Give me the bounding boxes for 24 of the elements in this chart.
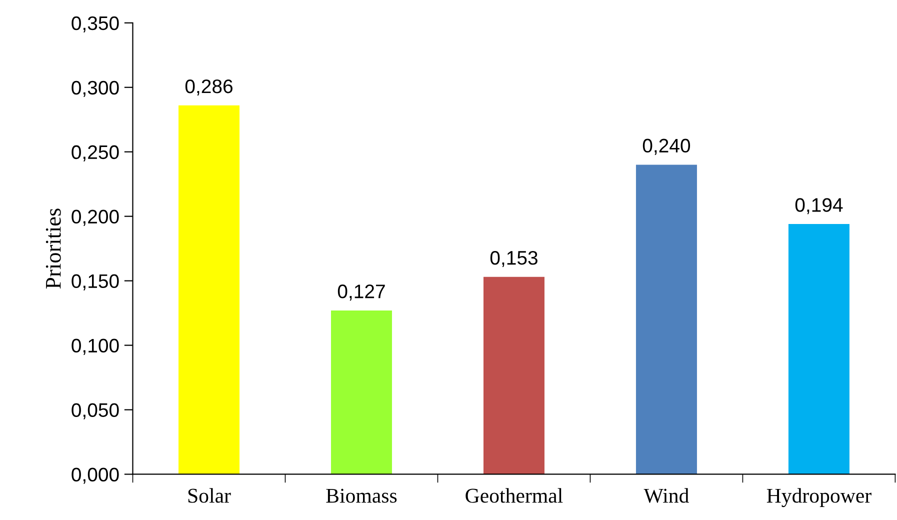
y-tick-label: 0,000	[72, 468, 119, 484]
y-tick-label: 0,100	[72, 338, 119, 355]
y-tick-label: 0,050	[72, 403, 119, 420]
y-axis-title: Priorities	[46, 208, 61, 289]
x-tick-label: Hydropower	[766, 488, 872, 508]
data-label: 0,194	[795, 198, 843, 214]
y-tick-label: 0,250	[72, 145, 119, 162]
data-label: 0,286	[185, 79, 232, 96]
bar	[788, 224, 850, 474]
y-tick-label: 0,350	[72, 16, 119, 32]
y-tick-label: 0,200	[72, 210, 119, 226]
x-tick-label: Wind	[644, 488, 689, 503]
data-label: 0,240	[642, 138, 690, 155]
data-label: 0,153	[490, 250, 538, 268]
y-tick-label: 0,300	[72, 80, 119, 97]
x-tick-label: Biomass	[326, 488, 397, 503]
x-tick-label: Geothermal	[466, 488, 563, 503]
x-tick-label: Solar	[188, 488, 231, 503]
bar	[483, 276, 544, 474]
bar	[330, 310, 392, 474]
bar	[636, 164, 697, 474]
data-label: 0,127	[338, 284, 385, 301]
bar	[178, 105, 240, 474]
y-tick-label: 0,150	[72, 274, 119, 290]
